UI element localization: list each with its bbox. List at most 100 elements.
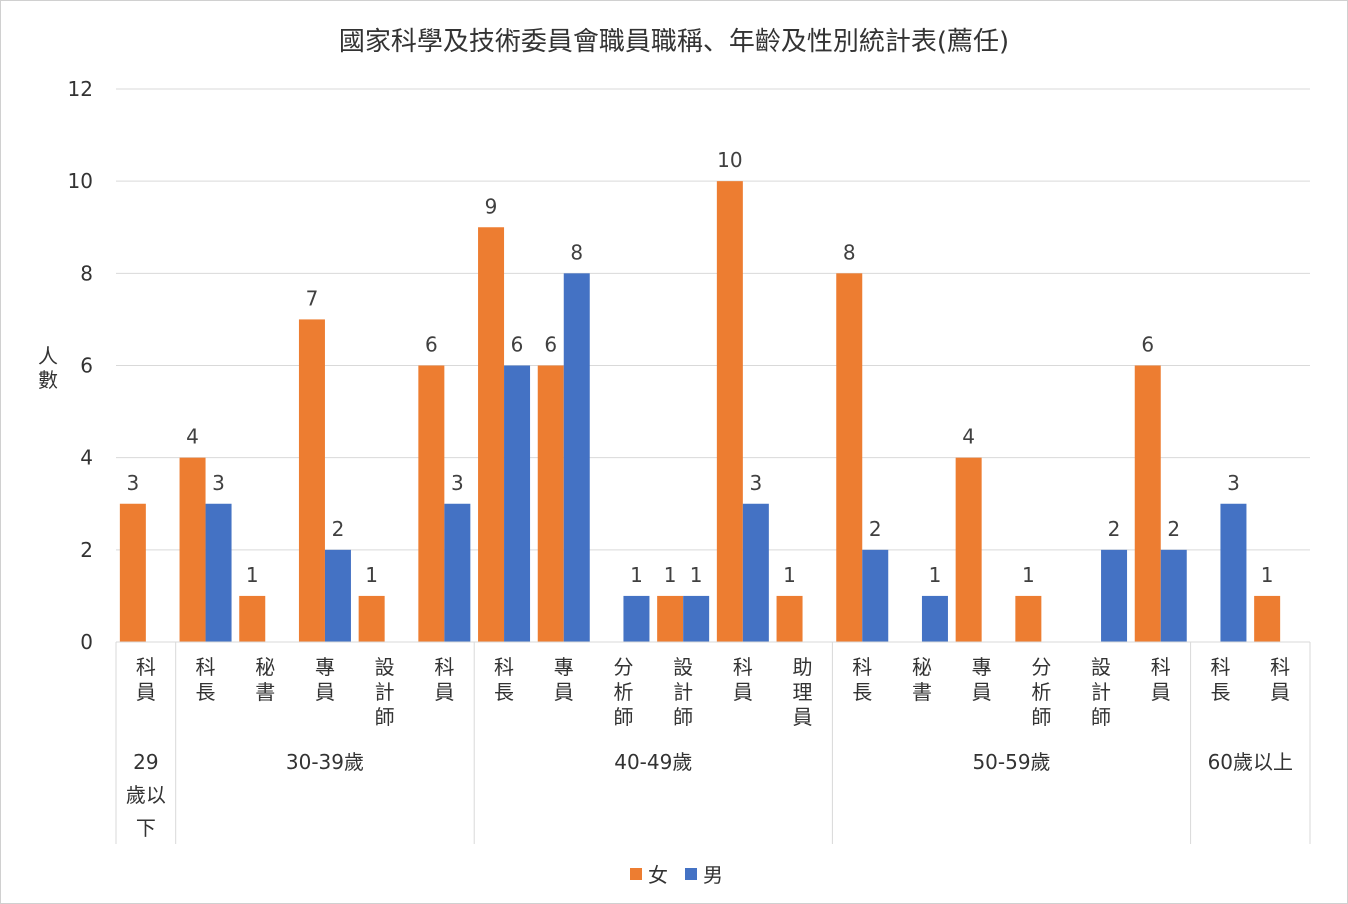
- data-label: 1: [630, 563, 643, 587]
- x-category-label: 分析師: [1031, 655, 1051, 729]
- y-tick-label: 10: [68, 169, 93, 193]
- bar-male: [205, 503, 232, 642]
- bar-male: [1101, 549, 1128, 642]
- x-category-label: 專員: [554, 655, 574, 704]
- bar-male: [444, 503, 471, 642]
- x-category-label: 設計師: [375, 655, 395, 729]
- x-axis: 科員科長秘書專員設計師科員科長專員分析師設計師科員助理員科長秘書專員分析師設計師…: [115, 641, 1311, 844]
- bar-female: [179, 457, 206, 642]
- bar-female: [358, 595, 385, 642]
- bar-female: [836, 273, 863, 642]
- data-label: 1: [664, 563, 677, 587]
- data-label: 3: [451, 471, 464, 495]
- data-label: 6: [425, 333, 438, 357]
- x-group-label: 60歲以上: [1208, 750, 1293, 774]
- data-label: 6: [544, 333, 557, 357]
- data-label: 1: [690, 563, 703, 587]
- legend-label: 男: [703, 863, 723, 887]
- x-group-label: 50-59歲: [972, 750, 1050, 774]
- data-label: 6: [511, 333, 524, 357]
- data-label: 1: [929, 563, 942, 587]
- bar-female: [657, 595, 684, 642]
- data-label: 2: [869, 517, 882, 541]
- legend: 女男: [630, 863, 723, 887]
- data-label: 1: [365, 563, 378, 587]
- bar-male: [1220, 503, 1247, 642]
- y-tick-label: 12: [68, 77, 93, 101]
- bar-male: [742, 503, 769, 642]
- bar-female: [776, 595, 803, 642]
- x-group-label: 40-49歲: [614, 750, 692, 774]
- bar-female: [298, 319, 325, 642]
- x-category-label: 秘書: [255, 655, 275, 704]
- y-tick-label: 0: [80, 630, 93, 654]
- data-label: 3: [126, 471, 139, 495]
- bar-female: [955, 457, 982, 642]
- legend-label: 女: [648, 863, 668, 887]
- bar-female: [119, 503, 146, 642]
- data-label: 1: [246, 563, 259, 587]
- bar-male: [862, 549, 889, 642]
- x-category-label: 科員: [434, 655, 454, 704]
- bar-female: [239, 595, 266, 642]
- x-category-label: 科長: [196, 655, 216, 704]
- data-label: 3: [1227, 471, 1240, 495]
- data-label: 7: [306, 286, 319, 310]
- data-label: 1: [783, 563, 796, 587]
- x-category-label: 助理員: [793, 655, 813, 729]
- bar-male: [563, 273, 590, 642]
- data-label: 1: [1022, 563, 1035, 587]
- x-group-label: 29 歲以下: [126, 750, 166, 840]
- x-category-label: 科員: [733, 655, 753, 704]
- data-label: 2: [1108, 517, 1121, 541]
- bar-male: [921, 595, 948, 642]
- bar-female: [478, 227, 505, 642]
- x-category-label: 設計師: [1091, 655, 1111, 729]
- bar-male: [683, 595, 710, 642]
- chart-title: 國家科學及技術委員會職員職稱、年齡及性別統計表(薦任): [339, 27, 1009, 57]
- data-label: 2: [1167, 517, 1180, 541]
- y-tick-label: 6: [80, 354, 93, 378]
- x-category-label: 設計師: [673, 655, 693, 729]
- x-category-label: 科員: [136, 655, 156, 704]
- x-category-label: 科長: [494, 655, 514, 704]
- bar-female: [1254, 595, 1281, 642]
- bar-male: [324, 549, 351, 642]
- x-category-label: 分析師: [613, 655, 633, 729]
- bar-male: [1160, 549, 1187, 642]
- bars: [119, 181, 1281, 642]
- legend-swatch: [630, 868, 642, 880]
- bar-female: [716, 181, 743, 642]
- x-category-label: 秘書: [912, 655, 932, 704]
- legend-swatch: [685, 868, 697, 880]
- data-label: 10: [717, 148, 742, 172]
- x-group-label: 30-39歲: [286, 750, 364, 774]
- gridlines: [116, 88, 1310, 643]
- data-label: 1: [1261, 563, 1274, 587]
- x-category-label: 科長: [1210, 655, 1230, 704]
- bar-female: [1015, 595, 1042, 642]
- y-axis-ticks: 0 2 4 6 8 10 12: [68, 77, 93, 654]
- data-label: 4: [962, 425, 975, 449]
- x-category-label: 科員: [1270, 655, 1290, 704]
- data-label: 9: [485, 194, 498, 218]
- bar-male: [504, 365, 531, 642]
- data-label: 2: [332, 517, 345, 541]
- bar-female: [418, 365, 445, 642]
- data-label: 8: [843, 240, 856, 264]
- data-label: 4: [186, 425, 199, 449]
- bar-female: [537, 365, 564, 642]
- data-label: 8: [570, 240, 583, 264]
- x-category-label: 科長: [852, 655, 872, 704]
- x-category-label: 科員: [1151, 655, 1171, 704]
- data-label: 3: [749, 471, 762, 495]
- bar-male: [623, 595, 650, 642]
- y-tick-label: 4: [80, 446, 93, 470]
- x-category-label: 專員: [315, 655, 335, 704]
- data-label: 6: [1141, 333, 1154, 357]
- y-tick-label: 8: [80, 261, 93, 285]
- x-category-label: 專員: [972, 655, 992, 704]
